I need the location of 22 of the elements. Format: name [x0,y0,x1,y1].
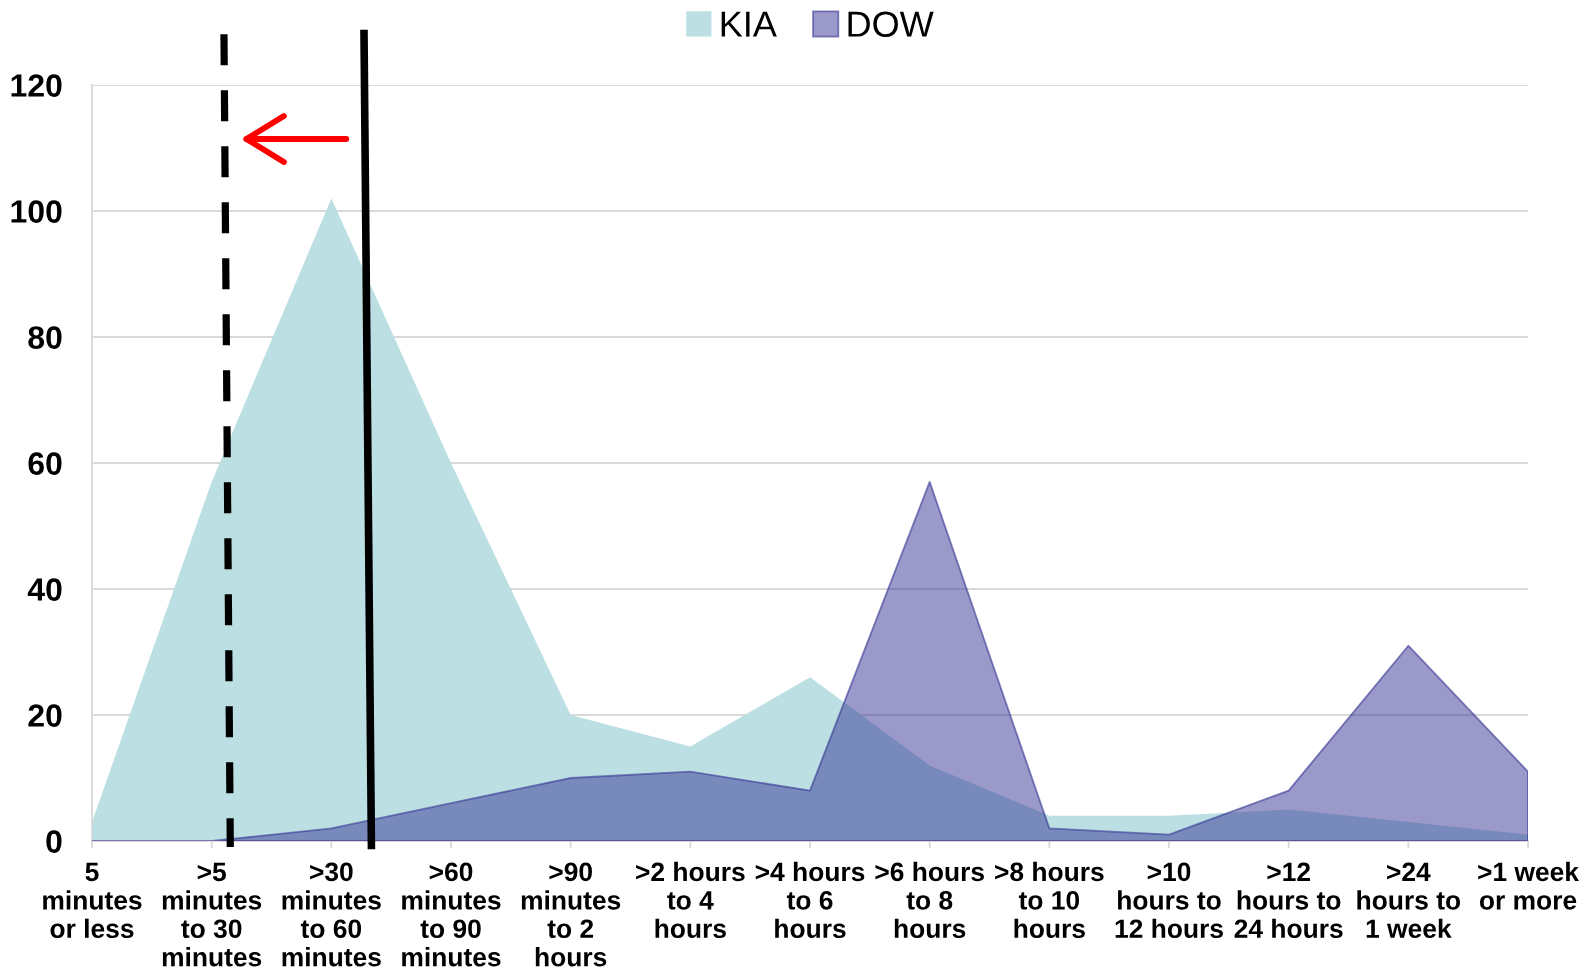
x-tick-label: >2 hours to 4 hours [636,861,745,939]
y-tick-label: 100 [11,200,62,223]
x-tick-label: >60 minutes to 90 minutes [402,862,501,967]
x-tick-label: 5 minutes or less [43,862,142,939]
x-tick-label: >6 hours to 8 hours [875,861,984,939]
x-tick-label: >90 minutes to 2 hours [521,862,621,967]
y-tick-label: 60 [28,452,62,475]
y-tick-label: 80 [28,326,62,349]
x-tick-label: >5 minutes to 30 minutes [162,862,262,967]
y-tick-label: 40 [27,578,62,601]
x-tick-label: >1 week or more [1478,861,1580,910]
x-tick-label: >24 hours to 1 week [1357,862,1461,939]
x-tick-label: >4 hours to 6 hours [755,861,865,939]
legend-label: KIA [721,11,777,37]
x-tick-label: >12 hours to 24 hours [1234,862,1343,939]
x-tick-label: >10 hours to 12 hours [1115,862,1223,939]
y-tick-label: 120 [11,74,62,97]
y-tick-label: 20 [28,704,62,727]
y-tick-label: 0 [46,830,62,853]
x-tick-label: >30 minutes to 60 minutes [282,862,381,967]
legend-label: DOW [848,11,934,37]
x-tick-label: >8 hours to 10 hours [995,861,1104,939]
